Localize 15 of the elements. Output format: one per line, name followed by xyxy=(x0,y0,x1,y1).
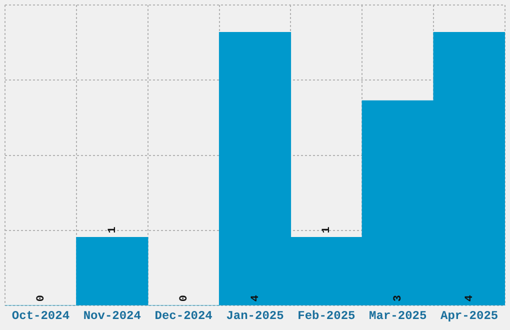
x-tick-label: Jan-2025 xyxy=(226,308,284,323)
data-label: 4 xyxy=(250,294,262,302)
data-label: 3 xyxy=(392,294,405,302)
x-tick-label: Feb-2025 xyxy=(298,308,356,323)
data-label: 0 xyxy=(178,294,190,302)
x-tick-label: Apr-2025 xyxy=(440,308,498,323)
x-tick-label: Mar-2025 xyxy=(369,308,427,323)
data-label: 4 xyxy=(464,294,476,302)
x-tick-label: Oct-2024 xyxy=(12,308,70,323)
x-tick-label: Nov-2024 xyxy=(83,308,141,323)
data-label: 0 xyxy=(35,294,48,302)
x-tick-label: Dec-2024 xyxy=(154,308,212,323)
data-label: 1 xyxy=(321,226,334,234)
data-label: 1 xyxy=(106,226,119,234)
bar xyxy=(76,236,148,306)
